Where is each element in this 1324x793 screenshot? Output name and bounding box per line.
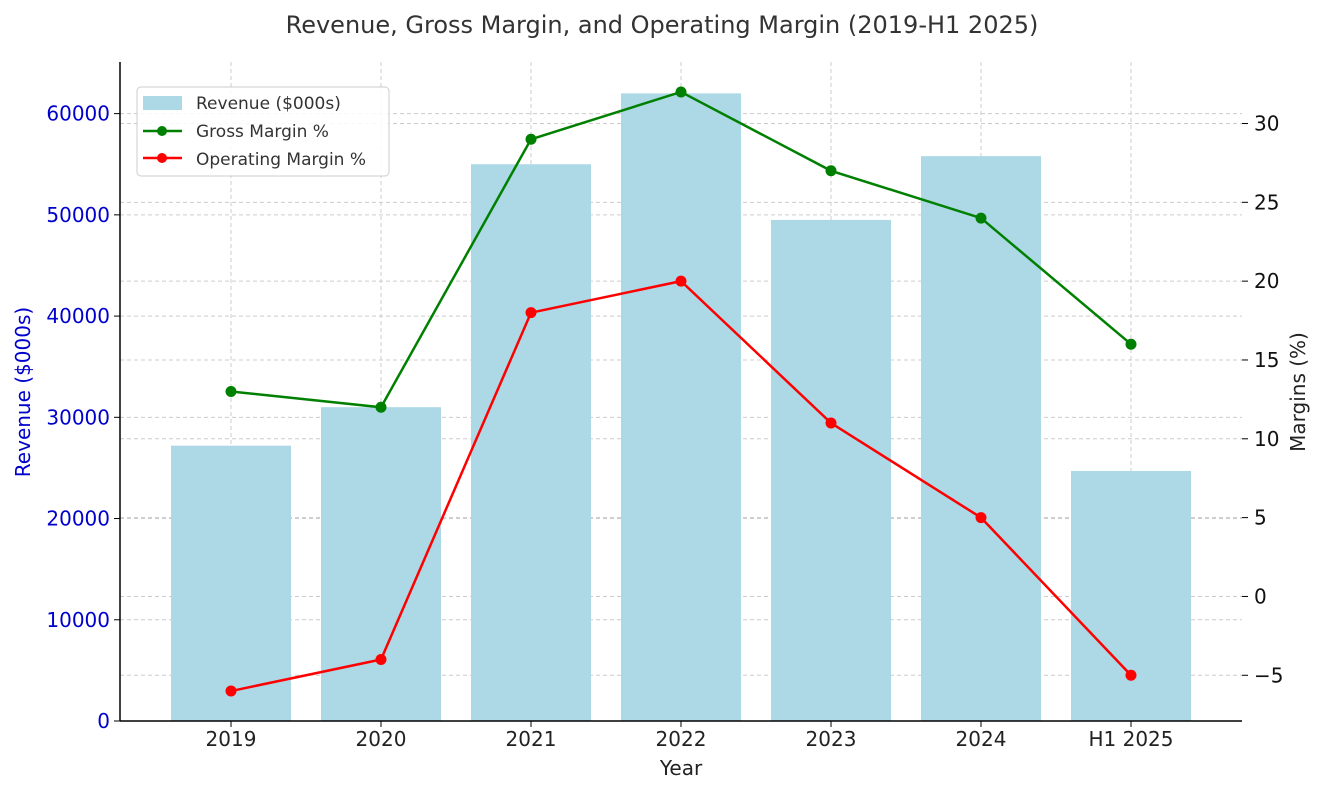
bars <box>171 93 1191 722</box>
point-gross-margin <box>975 212 987 224</box>
bar-revenue <box>621 93 741 721</box>
legend-label-revenue: Revenue ($000s) <box>196 94 341 114</box>
y-axis-right-label: Margins (%) <box>1286 332 1310 452</box>
point-operating-margin <box>675 275 687 287</box>
chart-title: Revenue, Gross Margin, and Operating Mar… <box>286 11 1039 39</box>
bar-revenue <box>771 219 891 721</box>
legend-label-gross: Gross Margin % <box>196 122 329 142</box>
y-axis-left-label: Revenue ($000s) <box>11 307 35 477</box>
point-operating-margin <box>375 654 387 666</box>
point-operating-margin <box>525 307 537 319</box>
x-tick-label: 2019 <box>206 727 257 751</box>
bar-revenue <box>171 445 291 721</box>
point-operating-margin <box>1125 669 1137 681</box>
y-left-tick-label: 40000 <box>46 304 110 328</box>
y-right-tick-label: 10 <box>1254 427 1279 451</box>
lines <box>225 86 1137 697</box>
y-left-tick-label: 60000 <box>46 102 110 126</box>
x-tick-label: 2020 <box>356 727 407 751</box>
x-tick-label: 2022 <box>656 727 707 751</box>
bar-revenue <box>921 156 1041 722</box>
y-right-tick-label: 15 <box>1254 348 1279 372</box>
point-operating-margin <box>975 512 987 524</box>
x-tick-label: 2021 <box>506 727 557 751</box>
legend: Revenue ($000s) Gross Margin % Operating… <box>136 86 390 177</box>
legend-marker-gross <box>157 126 167 136</box>
x-axis-label: Year <box>659 756 703 780</box>
y-left-tick-label: 50000 <box>46 203 110 227</box>
point-gross-margin <box>675 86 687 98</box>
point-gross-margin <box>225 386 237 397</box>
y-left-tick-label: 10000 <box>46 608 110 632</box>
y-left-tick-label: 0 <box>97 709 110 733</box>
point-gross-margin <box>825 165 837 177</box>
y-left-tick-label: 20000 <box>46 507 110 531</box>
point-gross-margin <box>1125 338 1137 350</box>
y-right-tick-label: 20 <box>1254 269 1279 293</box>
point-gross-margin <box>525 133 537 145</box>
point-operating-margin <box>825 417 837 429</box>
legend-marker-operating <box>157 153 167 163</box>
x-tick-label: H1 2025 <box>1088 727 1173 751</box>
y-right-tick-label: 25 <box>1254 190 1279 214</box>
y-right-tick-label: 30 <box>1254 111 1279 135</box>
bar-revenue <box>1071 470 1191 721</box>
x-tick-label: 2024 <box>956 727 1007 751</box>
y-right-tick-label: 0 <box>1254 584 1267 608</box>
legend-label-operating: Operating Margin % <box>196 150 366 170</box>
axes: 2019 2020 2021 2022 2023 2024 H1 2025010000200… <box>46 62 1283 751</box>
y-right-tick-label: −5 <box>1254 663 1283 687</box>
point-gross-margin <box>375 401 387 413</box>
bar-revenue <box>471 164 591 722</box>
y-right-tick-label: 5 <box>1254 506 1267 530</box>
legend-box <box>136 86 390 177</box>
point-operating-margin <box>225 685 237 697</box>
x-tick-label: 2023 <box>806 727 857 751</box>
y-left-tick-label: 30000 <box>46 405 110 429</box>
legend-swatch-revenue <box>143 96 182 110</box>
